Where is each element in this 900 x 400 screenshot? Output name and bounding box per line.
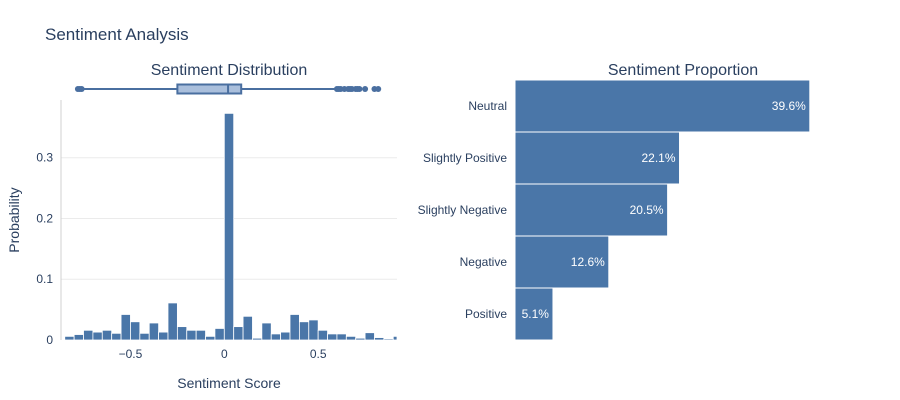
histogram-bar[interactable] bbox=[158, 331, 169, 341]
y-tick-label: 0.3 bbox=[36, 151, 53, 165]
histogram-bar[interactable] bbox=[101, 329, 113, 341]
bar-value-label: 39.6% bbox=[772, 99, 806, 113]
histogram-bar[interactable] bbox=[120, 314, 131, 341]
box-plot[interactable] bbox=[74, 83, 382, 95]
proportion-title: Sentiment Proportion bbox=[608, 62, 758, 79]
box-outlier[interactable] bbox=[375, 86, 382, 92]
y-tick-label: 0.2 bbox=[36, 211, 53, 225]
bar-value-label: 12.6% bbox=[571, 255, 605, 269]
histogram-bar[interactable] bbox=[261, 322, 272, 341]
histogram-bar[interactable] bbox=[83, 329, 94, 341]
histogram-bar[interactable] bbox=[139, 332, 150, 341]
histogram-bar[interactable] bbox=[280, 331, 291, 341]
histogram-bar[interactable] bbox=[298, 321, 310, 341]
distribution-subplot: Sentiment Distribution 0 0.1 0.2 0.3 −0.5 0 0.… bbox=[6, 62, 398, 391]
histogram-bar[interactable] bbox=[383, 338, 394, 341]
box-outlier[interactable] bbox=[362, 86, 369, 92]
proportion-bar[interactable] bbox=[514, 183, 669, 237]
proportion-bar[interactable] bbox=[514, 79, 811, 133]
histogram-bar[interactable] bbox=[223, 112, 235, 341]
y-tick-label: 0.1 bbox=[36, 272, 53, 286]
histogram-bar[interactable] bbox=[252, 337, 263, 341]
histogram-bar[interactable] bbox=[392, 335, 398, 341]
histogram-bar[interactable] bbox=[327, 333, 338, 341]
box-iqr[interactable] bbox=[176, 83, 243, 95]
page-title: Sentiment Analysis bbox=[45, 25, 189, 44]
histogram-bar[interactable] bbox=[176, 326, 188, 341]
histogram-bar[interactable] bbox=[242, 315, 253, 341]
histogram-bar[interactable] bbox=[233, 326, 244, 341]
proportion-bar[interactable] bbox=[514, 235, 610, 289]
x-axis-title: Sentiment Score bbox=[177, 375, 281, 391]
histogram-bar[interactable] bbox=[214, 328, 225, 341]
y-tick-label: 0 bbox=[46, 333, 53, 347]
histogram-bar[interactable] bbox=[130, 321, 141, 341]
histogram-bar[interactable] bbox=[289, 314, 300, 341]
histogram-axes: 0 0.1 0.2 0.3 −0.5 0 0.5 bbox=[36, 100, 327, 361]
proportion-subplot: Sentiment Proportion Neutral 39.6% Slightl… bbox=[418, 62, 811, 341]
proportion-bar[interactable] bbox=[514, 287, 554, 341]
histogram-bar[interactable] bbox=[148, 322, 160, 341]
x-tick-label: 0 bbox=[221, 347, 228, 361]
histogram-bar[interactable] bbox=[345, 335, 357, 341]
bar-value-label: 20.5% bbox=[630, 203, 664, 217]
histogram-bar[interactable] bbox=[317, 329, 328, 341]
bar-value-label: 22.1% bbox=[641, 151, 675, 165]
x-tick-label: −0.5 bbox=[119, 347, 143, 361]
histogram-bar[interactable] bbox=[355, 337, 366, 341]
box-outlier[interactable] bbox=[356, 86, 363, 92]
histogram-bar[interactable] bbox=[186, 329, 197, 341]
bar-value-label: 5.1% bbox=[522, 307, 550, 321]
category-label: Slightly Negative bbox=[418, 203, 508, 217]
histogram-bar[interactable] bbox=[308, 319, 319, 341]
category-label: Positive bbox=[465, 307, 507, 321]
category-label: Slightly Positive bbox=[423, 151, 507, 165]
category-label: Neutral bbox=[468, 99, 507, 113]
proportion-bars[interactable]: Neutral 39.6% Slightly Positive 22.1% Slight… bbox=[418, 79, 811, 341]
histogram-bar[interactable] bbox=[64, 335, 75, 341]
histogram-bar[interactable] bbox=[336, 333, 347, 341]
y-axis-title: Probability bbox=[6, 187, 22, 252]
histogram-bar[interactable] bbox=[374, 337, 385, 341]
x-tick-label: 0.5 bbox=[310, 347, 327, 361]
histogram-bar[interactable] bbox=[92, 331, 103, 341]
proportion-bar[interactable] bbox=[514, 131, 681, 185]
histogram-bar[interactable] bbox=[73, 334, 84, 341]
histogram-bar[interactable] bbox=[195, 329, 206, 341]
histogram-bar[interactable] bbox=[270, 333, 282, 341]
histogram-bar[interactable] bbox=[205, 335, 216, 341]
histogram-bar[interactable] bbox=[167, 302, 178, 341]
histogram-bar[interactable] bbox=[364, 332, 375, 341]
histogram-bars[interactable] bbox=[64, 112, 398, 341]
histogram-bar[interactable] bbox=[111, 332, 122, 341]
distribution-title: Sentiment Distribution bbox=[151, 62, 308, 79]
box-outlier[interactable] bbox=[78, 86, 85, 92]
category-label: Negative bbox=[460, 255, 508, 269]
